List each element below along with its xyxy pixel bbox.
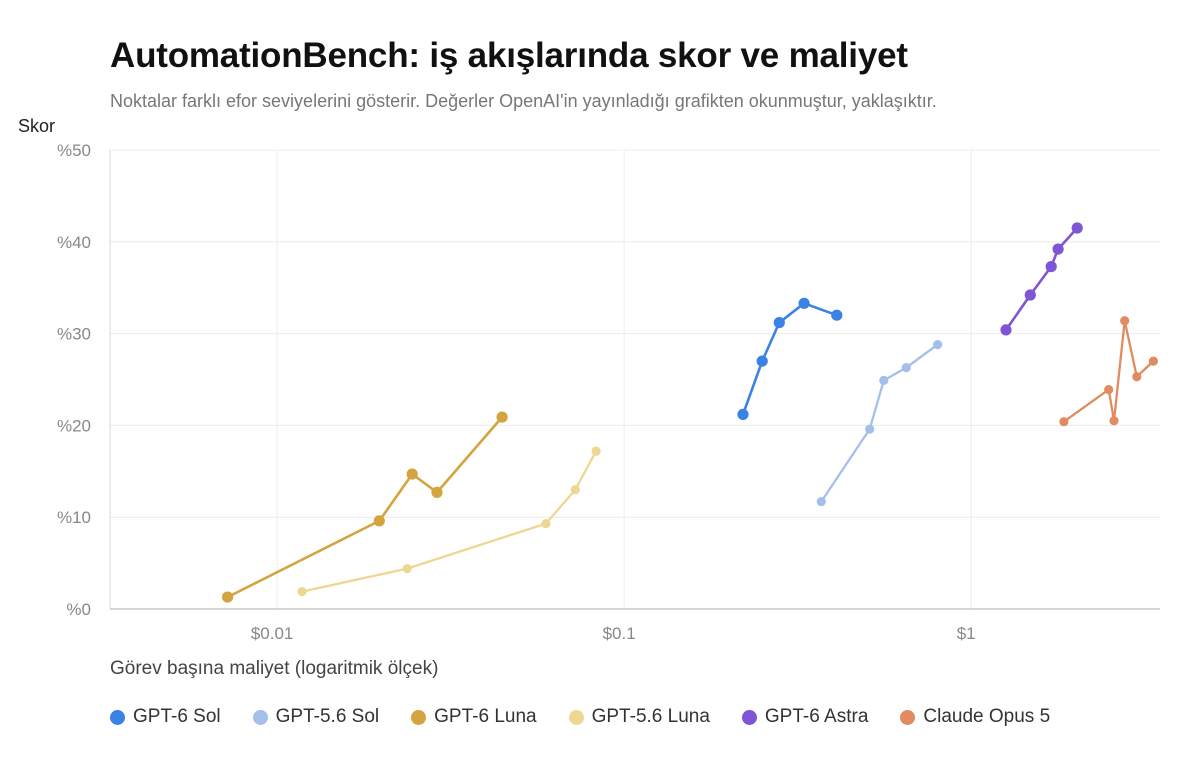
data-point [402, 564, 412, 574]
series-gpt-6-sol [737, 297, 843, 420]
series-gpt-6-luna [222, 411, 508, 603]
legend-item: GPT-6 Sol [110, 706, 221, 728]
data-point [1000, 324, 1012, 336]
y-tick-label: %40 [57, 233, 91, 252]
data-point [541, 519, 551, 529]
legend-label: GPT-6 Sol [133, 706, 221, 727]
data-point [1109, 416, 1119, 426]
legend-label: GPT-5.6 Luna [591, 706, 710, 727]
data-point [591, 446, 601, 456]
series-line [1062, 319, 1155, 423]
y-tick-label: %0 [66, 600, 91, 619]
data-point [901, 363, 911, 373]
y-tick-label: %10 [57, 508, 91, 527]
legend-marker [900, 709, 916, 725]
legend-item: GPT-6 Astra [741, 706, 869, 728]
data-point [773, 317, 785, 329]
x-tick-label: $0.1 [603, 624, 636, 643]
series-line [226, 415, 504, 599]
series-gpt-5-6-luna [297, 446, 601, 597]
data-point [373, 515, 385, 527]
data-point [737, 408, 749, 420]
legend-item: GPT-5.6 Sol [252, 706, 380, 728]
data-point [831, 309, 843, 321]
series-line [741, 301, 839, 416]
legend-item: GPT-5.6 Luna [568, 706, 710, 728]
legend-marker [252, 709, 268, 725]
legend-item: Claude Opus 5 [900, 706, 1050, 728]
legend-label: GPT-6 Luna [434, 706, 537, 727]
data-point [1045, 261, 1057, 273]
data-point [1132, 372, 1142, 382]
chart-title: AutomationBench: iş akışlarında skor ve … [110, 36, 908, 75]
series-gpt-5-6-sol [816, 340, 943, 507]
series-claude-opus-5 [1059, 316, 1158, 427]
data-point [879, 375, 889, 385]
legend-marker [411, 709, 427, 725]
x-tick-label: $0.01 [251, 624, 294, 643]
data-point [865, 424, 875, 434]
chart-subtitle: Noktalar farklı efor seviyelerini göster… [110, 91, 937, 111]
data-point [816, 497, 826, 507]
legend-marker [568, 709, 584, 725]
legend-label: GPT-5.6 Sol [275, 706, 380, 727]
legend-label: GPT-6 Astra [764, 706, 869, 727]
data-point [406, 468, 418, 480]
data-point [431, 486, 443, 498]
tick-labels: %0 %10 %20 %30 %40 %50 $0.01 $0.1 $1 [57, 141, 976, 643]
legend-marker [741, 709, 757, 725]
y-tick-label: %50 [57, 141, 91, 160]
data-point [756, 355, 768, 367]
y-tick-label: %20 [57, 416, 91, 435]
data-point [297, 587, 307, 597]
series-line [820, 343, 939, 503]
data-point [496, 411, 508, 423]
data-point [1024, 289, 1036, 301]
data-point [798, 297, 810, 309]
y-tick-label: %30 [57, 325, 91, 344]
legend: GPT-6 Sol GPT-5.6 Sol GPT-6 Luna GPT-5.6 Lu… [110, 706, 1082, 728]
data-point [222, 591, 234, 603]
data-point [933, 340, 943, 350]
grid-lines [110, 149, 1160, 609]
series-gpt-6-astra [1000, 222, 1083, 336]
data-series [222, 222, 1158, 603]
data-point [1104, 385, 1114, 395]
data-point [1071, 222, 1083, 234]
data-point [1059, 417, 1069, 427]
axes [109, 150, 1160, 610]
legend-label: Claude Opus 5 [923, 706, 1051, 727]
legend-item: GPT-6 Luna [411, 706, 537, 728]
x-tick-label: $1 [957, 624, 976, 643]
data-point [1052, 243, 1064, 255]
y-axis-label: Skor [18, 116, 56, 136]
data-point [1148, 356, 1158, 366]
x-axis-label: Görev başına maliyet (logaritmik ölçek) [110, 658, 439, 679]
data-point [1120, 316, 1130, 326]
data-point [570, 485, 580, 495]
series-line [1004, 226, 1079, 332]
legend-marker [110, 709, 125, 725]
series-line [300, 449, 598, 593]
